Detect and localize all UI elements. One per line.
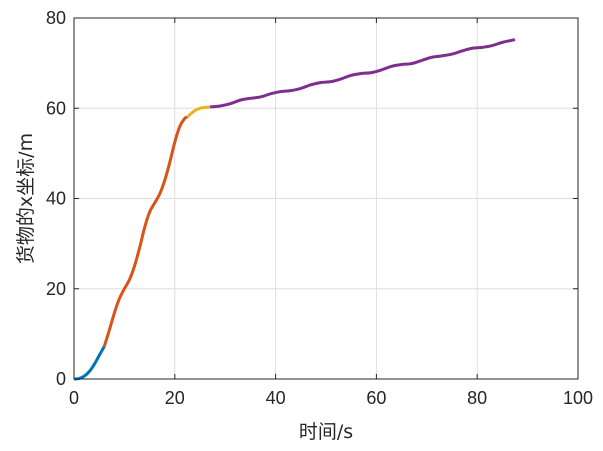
x-tick-label: 40 xyxy=(266,388,286,408)
series-line-2 xyxy=(102,115,188,347)
y-tick-label: 40 xyxy=(46,189,66,209)
x-tick-label: 80 xyxy=(467,388,487,408)
y-tick-label: 0 xyxy=(56,369,66,389)
y-tick-labels: 0 20 40 60 80 xyxy=(46,8,66,389)
x-tick-label: 0 xyxy=(69,388,79,408)
x-tick-label: 20 xyxy=(165,388,185,408)
series-lines xyxy=(73,38,516,381)
x-tick-label: 100 xyxy=(563,388,593,408)
series-line-1 xyxy=(73,345,106,381)
series-line-3 xyxy=(186,105,211,119)
y-axis-label: 货物的x坐标/m xyxy=(15,133,37,264)
series-line-4 xyxy=(209,38,516,109)
y-tick-label: 60 xyxy=(46,98,66,118)
ticks xyxy=(73,17,579,380)
grid xyxy=(74,18,578,379)
x-tick-labels: 0 20 40 60 80 100 xyxy=(69,388,593,408)
x-axis-label: 时间/s xyxy=(299,421,353,443)
y-tick-label: 20 xyxy=(46,279,66,299)
x-tick-label: 60 xyxy=(366,388,386,408)
y-tick-label: 80 xyxy=(46,8,66,28)
